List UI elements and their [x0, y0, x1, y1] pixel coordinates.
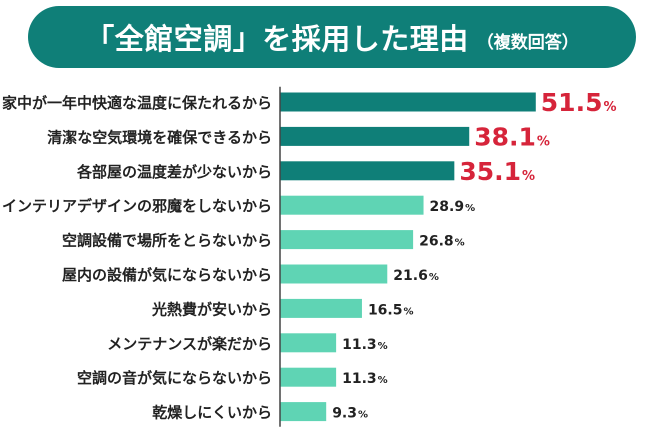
value-label: 28.9%: [430, 199, 476, 215]
bar: [280, 161, 455, 181]
category-label: 光熱費が安いから: [151, 300, 272, 318]
value-label: 35.1%: [459, 157, 535, 186]
bar: [280, 333, 337, 353]
category-label: 空調の音が気にならないから: [77, 369, 272, 387]
bar: [280, 126, 470, 146]
category-label: メンテナンスが楽だから: [107, 335, 272, 353]
category-label: 屋内の設備が気にならないから: [62, 266, 272, 284]
title-banner: 「全館空調」を採用した理由 （複数回答）: [28, 6, 636, 68]
category-label: 各部屋の温度差が少ないから: [76, 163, 272, 181]
value-label: 11.3%: [342, 371, 388, 387]
category-label: 乾燥しにくいから: [152, 404, 272, 422]
category-label: 家中が一年中快適な温度に保たれるから: [2, 94, 272, 112]
chart-subtitle: （複数回答）: [476, 32, 579, 53]
value-label: 21.6%: [393, 268, 439, 284]
bar: [280, 195, 424, 215]
bar: [280, 264, 388, 284]
bar: [280, 402, 327, 422]
value-label: 16.5%: [368, 302, 414, 318]
bar: [280, 367, 337, 387]
category-label: インテリアデザインの邪魔をしないから: [2, 197, 272, 215]
chart-title: 「全館空調」を採用した理由: [85, 22, 469, 56]
bar: [280, 92, 536, 112]
value-label: 51.5%: [541, 88, 617, 117]
category-label: 清潔な空気環境を確保できるから: [47, 128, 272, 146]
value-label: 9.3%: [332, 406, 368, 422]
category-label: 空調設備で場所をとらないから: [62, 232, 272, 250]
value-label: 38.1%: [474, 122, 550, 151]
bar: [280, 230, 414, 250]
value-label: 26.8%: [419, 234, 465, 250]
value-label: 11.3%: [342, 337, 388, 353]
bar: [280, 298, 362, 318]
